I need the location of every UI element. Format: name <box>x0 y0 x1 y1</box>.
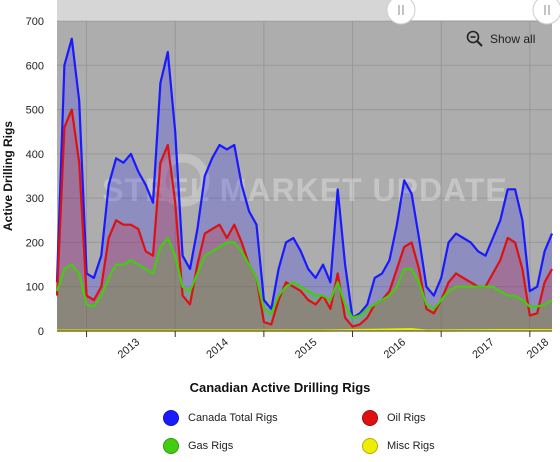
y-tick-label: 100 <box>26 282 44 294</box>
x-axis-ticks: 2013 2014 2015 2016 2017 2018 <box>86 331 551 361</box>
y-axis-ticks: 0 100 200 300 400 500 600 700 <box>26 16 44 338</box>
series-line-oil-rigs[interactable] <box>55 108 553 328</box>
series-line-gas-rigs[interactable] <box>55 236 553 319</box>
legend-label: Oil Rigs <box>387 412 426 424</box>
legend-label: Canada Total Rigs <box>188 412 278 424</box>
y-tick-label: 600 <box>26 60 44 72</box>
legend-swatch <box>362 410 378 426</box>
y-tick-label: 0 <box>38 326 44 338</box>
watermark-text: STEEL MARKET UPDATE <box>102 172 507 208</box>
series-area-canada-total-rigs <box>57 38 552 331</box>
legend-item-misc-rigs[interactable]: Misc Rigs <box>362 438 435 454</box>
x-tick-label: 2013 <box>116 336 142 361</box>
legend-swatch <box>163 410 179 426</box>
y-axis-title: Active Drilling Rigs <box>1 121 15 231</box>
x-tick-label: 2015 <box>293 336 319 361</box>
legend-item-gas-rigs[interactable]: Gas Rigs <box>163 438 233 454</box>
y-tick-label: 300 <box>26 193 44 205</box>
legend-swatch <box>362 438 378 454</box>
legend-swatch <box>163 438 179 454</box>
legend-label: Misc Rigs <box>387 440 435 452</box>
series-area-gas-rigs <box>57 238 552 331</box>
x-tick-label: 2018 <box>525 336 551 361</box>
grip-lines-icon <box>398 5 404 15</box>
y-tick-label: 400 <box>26 149 44 161</box>
show-all-button[interactable]: Show all <box>466 30 535 48</box>
legend-item-oil-rigs[interactable]: Oil Rigs <box>362 410 426 426</box>
show-all-label: Show all <box>490 32 536 46</box>
navigator-scrollbar[interactable] <box>57 0 560 25</box>
navigator-handle-right[interactable] <box>532 0 560 25</box>
series-line-canada-total-rigs[interactable] <box>55 37 554 319</box>
x-tick-label: 2014 <box>204 336 230 361</box>
zoom-out-icon <box>466 30 483 47</box>
legend-item-canada-total-rigs[interactable]: Canada Total Rigs <box>163 410 278 426</box>
y-tick-label: 500 <box>26 105 44 117</box>
y-tick-label: 700 <box>26 16 44 28</box>
y-tick-label: 200 <box>26 237 44 249</box>
grip-lines-icon <box>544 5 550 15</box>
x-tick-label: 2016 <box>382 336 408 361</box>
x-tick-label: 2017 <box>470 336 496 361</box>
legend-label: Gas Rigs <box>188 440 234 452</box>
x-axis-title: Canadian Active Drilling Rigs <box>189 380 371 395</box>
navigator-handle-left[interactable] <box>386 0 416 25</box>
